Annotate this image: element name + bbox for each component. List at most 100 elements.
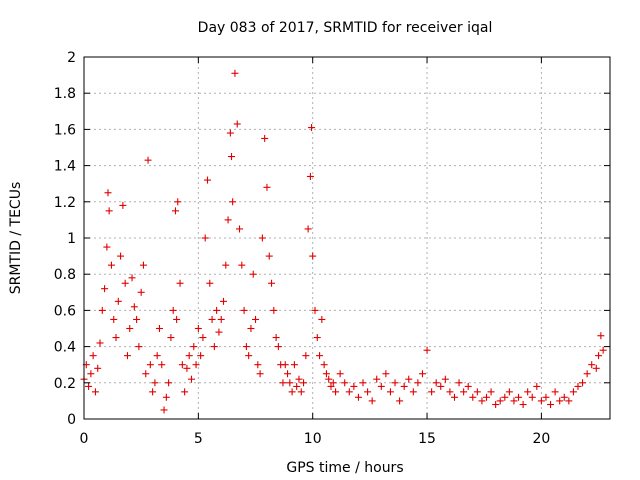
- data-point: [329, 379, 337, 387]
- axis-ticks: 00.20.40.60.811.21.41.61.820 5 10 15 20: [54, 50, 610, 447]
- data-point: [579, 379, 587, 387]
- data-point: [583, 370, 591, 378]
- data-point: [228, 153, 236, 161]
- data-point: [190, 343, 198, 351]
- data-point: [135, 343, 143, 351]
- data-point: [146, 361, 154, 369]
- data-point: [322, 370, 330, 378]
- data-point: [89, 352, 97, 360]
- y-tick-label: 0.6: [54, 303, 76, 319]
- data-point: [155, 325, 163, 332]
- data-point: [224, 216, 232, 224]
- data-point: [121, 279, 129, 287]
- chart-title: Day 083 of 2017, SRMTID for receiver iqa…: [198, 20, 493, 36]
- data-point: [270, 306, 278, 314]
- y-tick-label: 0.4: [54, 340, 76, 356]
- data-point: [162, 393, 170, 401]
- data-point: [272, 334, 280, 342]
- data-point: [126, 325, 134, 332]
- data-point: [528, 393, 536, 401]
- data-point: [336, 370, 344, 378]
- data-point: [265, 252, 273, 260]
- data-point: [551, 388, 559, 396]
- data-point: [91, 388, 99, 396]
- data-point: [547, 401, 555, 409]
- data-point: [556, 397, 564, 405]
- data-point: [183, 364, 191, 372]
- data-point: [133, 315, 141, 323]
- data-point: [249, 270, 257, 278]
- data-point: [487, 388, 495, 396]
- data-point: [187, 375, 195, 383]
- data-point: [295, 375, 303, 383]
- y-tick-label: 0.8: [54, 267, 76, 283]
- data-point: [85, 382, 93, 390]
- data-point: [261, 134, 269, 142]
- data-point: [242, 343, 250, 351]
- data-point: [414, 379, 422, 387]
- data-point: [306, 172, 314, 180]
- x-tick-label: 0: [80, 431, 89, 447]
- data-point: [104, 189, 112, 197]
- data-point: [368, 397, 376, 405]
- data-point: [208, 315, 216, 323]
- data-point: [377, 382, 385, 390]
- data-point: [210, 343, 218, 351]
- data-point: [473, 388, 481, 396]
- data-point: [165, 379, 173, 387]
- data-point: [290, 361, 298, 369]
- data-point: [537, 397, 545, 405]
- data-point: [409, 388, 417, 396]
- data-point: [181, 388, 189, 396]
- data-point: [441, 375, 449, 383]
- data-point: [130, 303, 138, 311]
- data-point: [345, 388, 353, 396]
- data-point: [308, 124, 316, 132]
- data-point: [428, 388, 436, 396]
- data-point: [229, 198, 237, 206]
- data-point: [364, 388, 372, 396]
- data-point: [117, 252, 125, 260]
- data-point: [110, 315, 118, 323]
- data-point: [391, 379, 399, 387]
- data-point: [450, 393, 458, 401]
- data-point: [194, 325, 202, 332]
- data-point: [492, 401, 500, 409]
- data-point: [258, 234, 266, 242]
- data-point: [501, 393, 509, 401]
- data-point: [107, 261, 115, 269]
- data-point: [233, 120, 241, 128]
- data-point: [203, 176, 211, 184]
- data-point: [171, 207, 179, 215]
- data-point: [293, 382, 301, 390]
- data-point: [231, 69, 239, 77]
- data-point: [373, 375, 381, 383]
- data-point: [245, 352, 253, 360]
- data-point: [215, 328, 223, 336]
- data-point: [149, 388, 157, 396]
- gridlines: [84, 57, 610, 419]
- data-point: [400, 382, 408, 390]
- data-point: [199, 334, 207, 342]
- y-tick-label: 1.4: [54, 159, 76, 175]
- data-point: [185, 352, 193, 360]
- data-point: [286, 379, 294, 387]
- data-point: [350, 382, 358, 390]
- data-point: [112, 334, 120, 342]
- data-point: [297, 388, 305, 396]
- x-tick-label: 15: [418, 431, 436, 447]
- data-point: [418, 370, 426, 378]
- data-point: [274, 343, 282, 351]
- data-point: [240, 306, 248, 314]
- data-point: [592, 364, 600, 372]
- data-point: [94, 364, 102, 372]
- data-point: [201, 234, 209, 242]
- data-point: [533, 382, 541, 390]
- data-point: [178, 361, 186, 369]
- data-point: [597, 332, 605, 340]
- data-point: [160, 406, 168, 414]
- data-point: [254, 361, 262, 369]
- data-point: [327, 382, 335, 390]
- y-tick-label: 1.6: [54, 122, 76, 138]
- data-point: [128, 274, 136, 282]
